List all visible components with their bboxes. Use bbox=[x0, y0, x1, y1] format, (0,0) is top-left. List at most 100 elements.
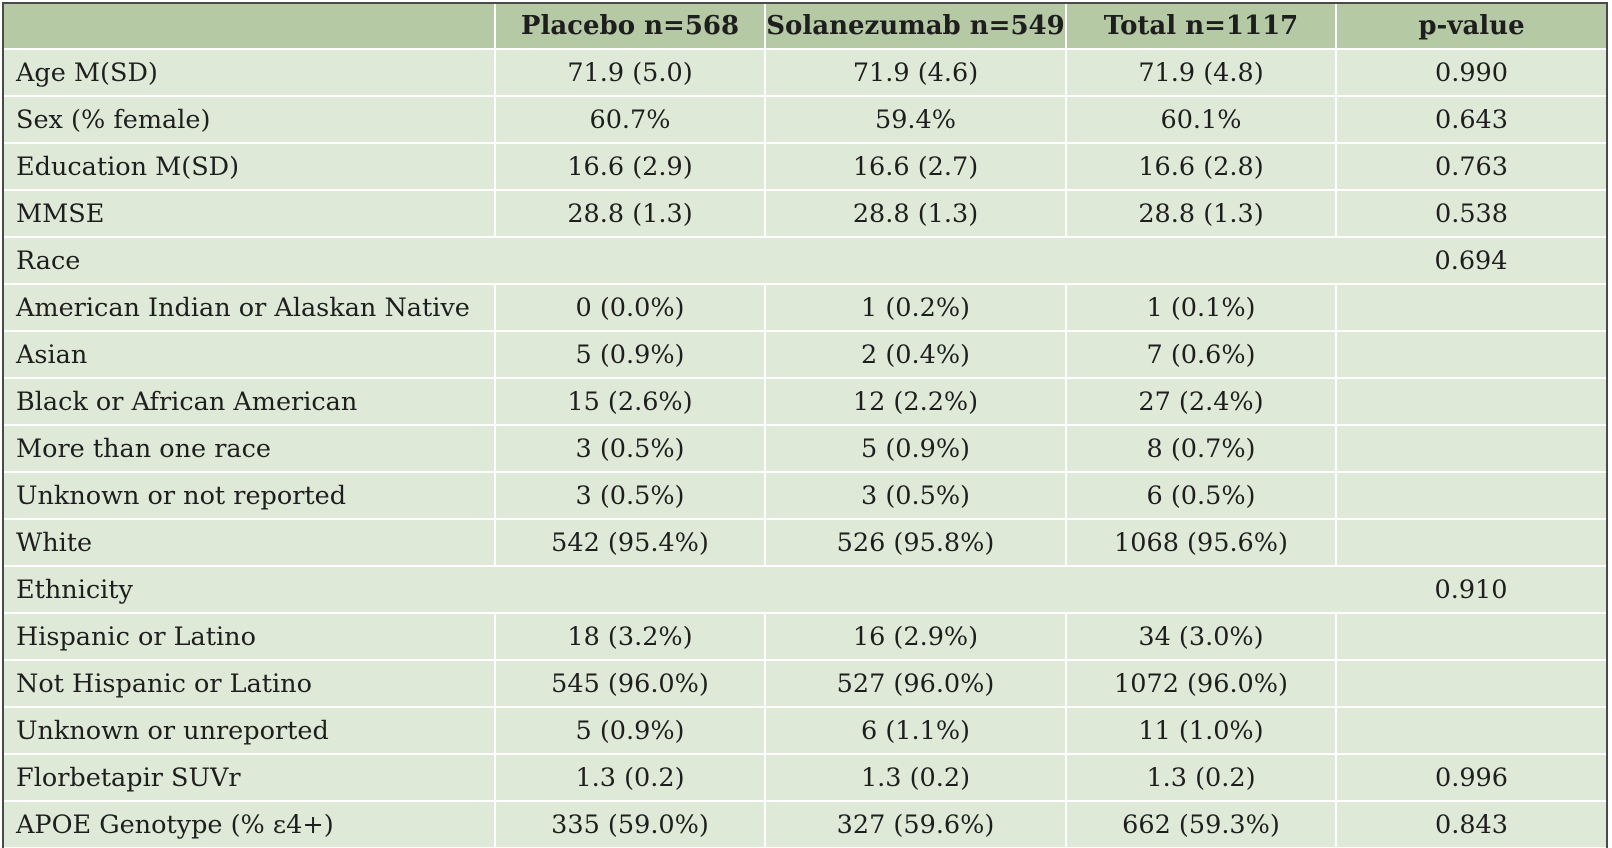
row-label: White bbox=[4, 519, 496, 567]
cell-p-value: 0.843 bbox=[1336, 801, 1606, 848]
table-row: APOE Genotype (% ε4+) 335 (59.0%) 327 (59.… bbox=[4, 801, 1606, 848]
table-row: Florbetapir SUVr 1.3 (0.2) 1.3 (0.2) 1.3 (0… bbox=[4, 754, 1606, 802]
cell-p-value bbox=[1336, 660, 1606, 708]
cell-total: 1068 (95.6%) bbox=[1066, 519, 1337, 567]
cell-placebo: 18 (3.2%) bbox=[495, 613, 766, 661]
cell-solanezumab: 2 (0.4%) bbox=[765, 331, 1067, 379]
table-row: Education M(SD) 16.6 (2.9) 16.6 (2.7) 16.6 … bbox=[4, 143, 1606, 191]
table-row: Age M(SD) 71.9 (5.0) 71.9 (4.6) 71.9 (4.8) 0… bbox=[4, 49, 1606, 97]
row-label: Not Hispanic or Latino bbox=[4, 660, 496, 708]
cell-solanezumab: 6 (1.1%) bbox=[765, 707, 1067, 755]
cell-total: 1.3 (0.2) bbox=[1066, 754, 1337, 802]
row-label: Black or African American bbox=[4, 378, 496, 426]
cell-total: 8 (0.7%) bbox=[1066, 425, 1337, 473]
cell-solanezumab: 3 (0.5%) bbox=[765, 472, 1067, 520]
cell-p-value: 0.996 bbox=[1336, 754, 1606, 802]
cell-total: 16.6 (2.8) bbox=[1066, 143, 1337, 191]
cell-placebo: 71.9 (5.0) bbox=[495, 49, 766, 97]
table-row: MMSE 28.8 (1.3) 28.8 (1.3) 28.8 (1.3) 0.538 bbox=[4, 190, 1606, 238]
cell-p-value: 0.643 bbox=[1336, 96, 1606, 144]
table-row: American Indian or Alaskan Native 0 (0.0%… bbox=[4, 284, 1606, 332]
cell-solanezumab: 1.3 (0.2) bbox=[765, 754, 1067, 802]
group-spacer-cell bbox=[495, 237, 1336, 285]
cell-p-value bbox=[1336, 613, 1606, 661]
cell-total: 1072 (96.0%) bbox=[1066, 660, 1337, 708]
row-label: Age M(SD) bbox=[4, 49, 496, 97]
row-label: Race bbox=[4, 237, 495, 285]
cell-p-value bbox=[1336, 284, 1606, 332]
cell-placebo: 16.6 (2.9) bbox=[495, 143, 766, 191]
row-label: Unknown or not reported bbox=[4, 472, 496, 520]
row-label: Ethnicity bbox=[4, 566, 495, 614]
cell-total: 34 (3.0%) bbox=[1066, 613, 1337, 661]
row-label: Asian bbox=[4, 331, 496, 379]
cell-total: 28.8 (1.3) bbox=[1066, 190, 1337, 238]
cell-solanezumab: 16.6 (2.7) bbox=[765, 143, 1067, 191]
cell-placebo: 5 (0.9%) bbox=[495, 331, 766, 379]
cell-placebo: 28.8 (1.3) bbox=[495, 190, 766, 238]
table-row: Sex (% female) 60.7% 59.4% 60.1% 0.643 bbox=[4, 96, 1606, 144]
table-row: Ethnicity 0.910 bbox=[4, 566, 1606, 614]
row-label: Education M(SD) bbox=[4, 143, 496, 191]
cell-solanezumab: 59.4% bbox=[765, 96, 1067, 144]
table-row: Unknown or not reported 3 (0.5%) 3 (0.5%) 6… bbox=[4, 472, 1606, 520]
cell-placebo: 5 (0.9%) bbox=[495, 707, 766, 755]
cell-total: 27 (2.4%) bbox=[1066, 378, 1337, 426]
row-label: Hispanic or Latino bbox=[4, 613, 496, 661]
cell-solanezumab: 28.8 (1.3) bbox=[765, 190, 1067, 238]
cell-placebo: 545 (96.0%) bbox=[495, 660, 766, 708]
cell-solanezumab: 1 (0.2%) bbox=[765, 284, 1067, 332]
header-cell-label bbox=[4, 4, 496, 50]
cell-p-value: 0.538 bbox=[1336, 190, 1606, 238]
header-cell-p-value: p-value bbox=[1336, 4, 1606, 50]
cell-p-value bbox=[1336, 519, 1606, 567]
cell-p-value bbox=[1336, 425, 1606, 473]
cell-total: 60.1% bbox=[1066, 96, 1337, 144]
cell-placebo: 60.7% bbox=[495, 96, 766, 144]
cell-solanezumab: 527 (96.0%) bbox=[765, 660, 1067, 708]
table-row: Asian 5 (0.9%) 2 (0.4%) 7 (0.6%) bbox=[4, 331, 1606, 379]
cell-solanezumab: 12 (2.2%) bbox=[765, 378, 1067, 426]
table-row: Hispanic or Latino 18 (3.2%) 16 (2.9%) 34 (… bbox=[4, 613, 1606, 661]
cell-solanezumab: 526 (95.8%) bbox=[765, 519, 1067, 567]
row-label: Sex (% female) bbox=[4, 96, 496, 144]
cell-p-value: 0.990 bbox=[1336, 49, 1606, 97]
cell-solanezumab: 71.9 (4.6) bbox=[765, 49, 1067, 97]
demographics-table: Placebo n=568 Solanezumab n=549 Total n=… bbox=[4, 4, 1606, 848]
cell-placebo: 3 (0.5%) bbox=[495, 472, 766, 520]
cell-placebo: 335 (59.0%) bbox=[495, 801, 766, 848]
cell-placebo: 15 (2.6%) bbox=[495, 378, 766, 426]
cell-total: 7 (0.6%) bbox=[1066, 331, 1337, 379]
table-row: Not Hispanic or Latino 545 (96.0%) 527 (96… bbox=[4, 660, 1606, 708]
row-label: Unknown or unreported bbox=[4, 707, 496, 755]
row-label: APOE Genotype (% ε4+) bbox=[4, 801, 496, 848]
cell-solanezumab: 327 (59.6%) bbox=[765, 801, 1067, 848]
table-row: Black or African American 15 (2.6%) 12 (2.… bbox=[4, 378, 1606, 426]
cell-solanezumab: 5 (0.9%) bbox=[765, 425, 1067, 473]
row-label: American Indian or Alaskan Native bbox=[4, 284, 496, 332]
cell-p-value bbox=[1336, 707, 1606, 755]
cell-total: 11 (1.0%) bbox=[1066, 707, 1337, 755]
cell-placebo: 3 (0.5%) bbox=[495, 425, 766, 473]
table-row: More than one race 3 (0.5%) 5 (0.9%) 8 (0.7… bbox=[4, 425, 1606, 473]
row-label: Florbetapir SUVr bbox=[4, 754, 496, 802]
table-row: Race 0.694 bbox=[4, 237, 1606, 285]
cell-total: 1 (0.1%) bbox=[1066, 284, 1337, 332]
table-row: White 542 (95.4%) 526 (95.8%) 1068 (95.6%) bbox=[4, 519, 1606, 567]
cell-placebo: 0 (0.0%) bbox=[495, 284, 766, 332]
cell-total: 662 (59.3%) bbox=[1066, 801, 1337, 848]
cell-p-value: 0.910 bbox=[1336, 566, 1606, 614]
row-label: More than one race bbox=[4, 425, 496, 473]
cell-total: 6 (0.5%) bbox=[1066, 472, 1337, 520]
row-label: MMSE bbox=[4, 190, 496, 238]
header-row: Placebo n=568 Solanezumab n=549 Total n=… bbox=[4, 4, 1606, 50]
cell-p-value: 0.763 bbox=[1336, 143, 1606, 191]
cell-total: 71.9 (4.8) bbox=[1066, 49, 1337, 97]
cell-p-value bbox=[1336, 331, 1606, 379]
cell-p-value: 0.694 bbox=[1336, 237, 1606, 285]
cell-placebo: 542 (95.4%) bbox=[495, 519, 766, 567]
cell-p-value bbox=[1336, 472, 1606, 520]
cell-solanezumab: 16 (2.9%) bbox=[765, 613, 1067, 661]
cell-p-value bbox=[1336, 378, 1606, 426]
